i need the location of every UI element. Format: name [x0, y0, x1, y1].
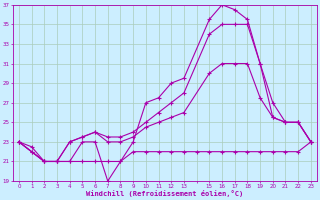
- X-axis label: Windchill (Refroidissement éolien,°C): Windchill (Refroidissement éolien,°C): [86, 190, 244, 197]
